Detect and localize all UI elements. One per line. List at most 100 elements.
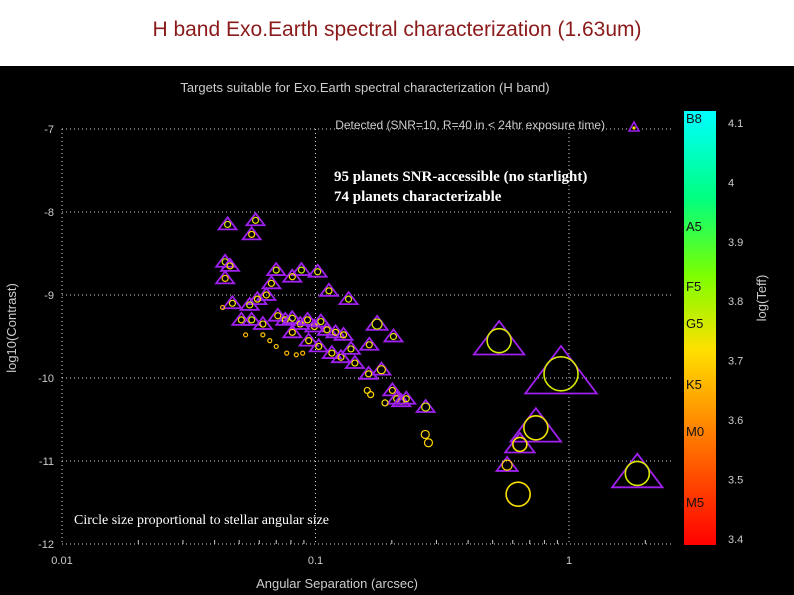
planet-circle <box>328 349 336 357</box>
characterizable-planet <box>260 274 283 290</box>
colorbar-tick-label: 4 <box>728 177 734 189</box>
chart-title: Targets suitable for Exo.Earth spectral … <box>180 80 549 95</box>
planet-triangle <box>240 225 263 241</box>
characterizable-planet <box>316 321 338 336</box>
planet-circle <box>371 318 383 330</box>
characterizable-planet <box>610 452 665 489</box>
colorbar-tick-label: 3.7 <box>728 356 743 368</box>
x-tick-label: 0.01 <box>51 555 72 567</box>
planet-triangle <box>330 348 352 364</box>
planet-circle <box>402 395 410 403</box>
planet-triangle <box>523 344 599 395</box>
planet-triangle <box>357 365 380 380</box>
characterizable-planet <box>219 257 241 272</box>
characterizable-planet <box>357 365 380 380</box>
planet-triangle <box>494 455 520 472</box>
characterizable-planet <box>281 268 304 283</box>
planet-triangle <box>337 290 360 306</box>
planet-circle <box>288 314 296 322</box>
colorbar-axis-label: log(Teff) <box>754 275 769 322</box>
planet-circle <box>501 459 513 471</box>
planet-circle <box>251 216 260 224</box>
planet-circle <box>388 386 396 395</box>
planet-triangle <box>221 294 244 310</box>
planet-circle <box>523 414 549 441</box>
planet-circle <box>253 295 262 303</box>
planet-triangle <box>381 381 404 397</box>
characterizable-planet <box>508 406 563 443</box>
spectral-type-label: F5 <box>686 279 701 294</box>
planet-triangle <box>344 354 366 369</box>
planet-circle <box>376 365 387 375</box>
planet-circle <box>223 220 232 229</box>
planet-triangle <box>244 211 267 227</box>
planet-circle <box>274 312 282 320</box>
planet-triangle <box>260 274 283 290</box>
planet-marker <box>267 338 273 344</box>
characterizable-planet <box>523 344 599 395</box>
planet-circle <box>260 332 266 338</box>
planet-circle <box>314 268 322 276</box>
characterizable-planet <box>503 431 537 454</box>
spectral-type-label: B8 <box>686 111 702 126</box>
planet-triangle <box>252 315 274 330</box>
planet-circle <box>381 399 389 407</box>
planet-circle <box>297 266 306 274</box>
planet-marker <box>260 332 266 338</box>
planet-circle <box>273 343 279 350</box>
y-tick-label: -11 <box>39 456 54 468</box>
planet-circle <box>226 262 234 270</box>
planet-triangle <box>382 327 405 343</box>
spectral-type-label: A5 <box>686 219 702 234</box>
planet-marker <box>293 352 299 358</box>
planet-marker <box>219 304 226 311</box>
characterizable-planet <box>214 269 236 285</box>
planet-circle <box>305 337 313 345</box>
characterizable-planet <box>472 319 527 356</box>
planet-circle <box>317 317 325 326</box>
legend-label: Detected (SNR=10, R=40 in < 24hr exposur… <box>335 118 605 132</box>
y-axis-label: log10(Contrast) <box>4 283 19 373</box>
planet-triangle <box>306 263 329 278</box>
characterizable-planet <box>310 313 332 328</box>
characterizable-planet <box>281 323 304 339</box>
characterizable-planet <box>216 215 239 231</box>
planet-triangle <box>265 261 288 276</box>
y-tick-label: -9 <box>44 290 54 302</box>
planet-circle <box>267 279 276 287</box>
colorbar-tick-label: 3.6 <box>728 415 743 427</box>
planet-circle <box>420 429 430 440</box>
colorbar <box>684 111 716 545</box>
planet-circle <box>325 287 333 295</box>
annotation-circle-size: Circle size proportional to stellar angu… <box>74 513 329 528</box>
planet-circle <box>486 327 512 354</box>
chart-svg: -7 -8 -9 -10 -11 -12 0.01 0.1 1 Targets suitable… <box>4 80 769 591</box>
characterizable-planet <box>255 286 278 301</box>
planet-circle <box>267 338 273 344</box>
planet-marker <box>243 332 249 338</box>
planet-circle <box>365 370 373 378</box>
slide-title: H band Exo.Earth spectral characterizati… <box>152 18 642 41</box>
x-tick-label: 0.1 <box>308 555 323 567</box>
spectral-type-label: M5 <box>686 495 704 510</box>
y-tick-label: -7 <box>44 124 54 136</box>
planet-triangle <box>240 311 263 326</box>
planet-circle <box>288 273 296 281</box>
planet-circle <box>219 304 226 311</box>
planet-circle <box>512 436 528 453</box>
planet-circle <box>303 316 312 324</box>
colorbar-tick-label: 3.8 <box>728 296 743 308</box>
characterizable-planet <box>321 344 343 359</box>
legend-marker <box>627 120 641 132</box>
planet-marker <box>423 438 434 448</box>
characterizable-planet <box>318 282 340 297</box>
chart-panel: -7 -8 -9 -10 -11 -12 0.01 0.1 1 Targets suitable… <box>0 66 794 595</box>
planet-marker <box>300 350 306 356</box>
characterizable-planet <box>230 311 253 326</box>
planet-circle <box>344 295 353 303</box>
characterizable-planet <box>252 315 274 330</box>
planet-triangle <box>318 282 340 297</box>
planet-marker <box>367 391 375 399</box>
planet-circle <box>421 402 431 412</box>
characterizable-planet <box>307 337 330 353</box>
